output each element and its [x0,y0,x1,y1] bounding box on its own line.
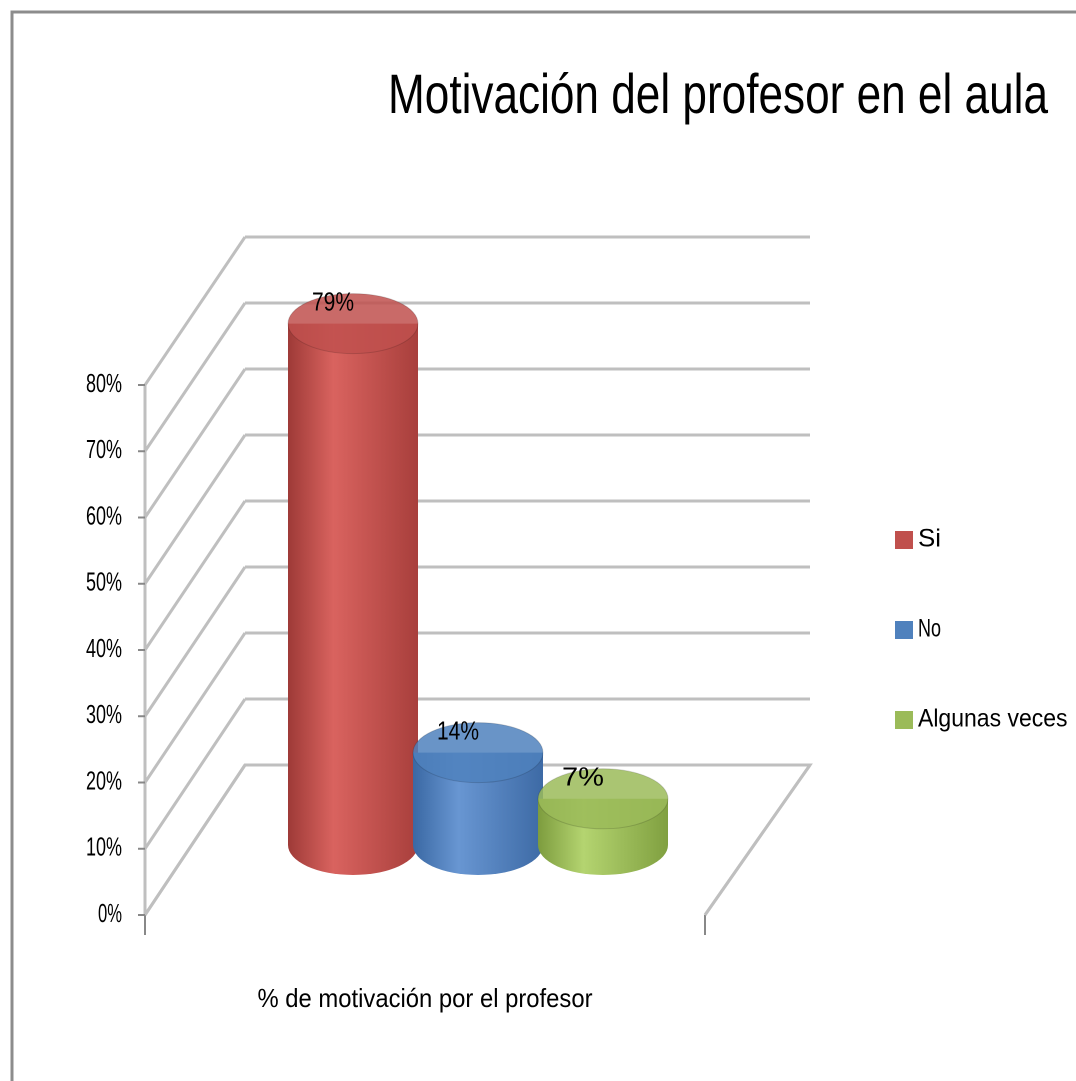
grid-line [143,368,247,519]
cylinder-top [537,768,669,830]
legend-label: Algunas veces [918,705,1068,733]
legend-label: Si [918,525,941,553]
legend-swatch [895,531,913,549]
y-tick-label: 50% [86,567,122,597]
x-category-label: % de motivación por el profesor [258,983,593,1013]
grid-line [143,566,247,718]
cylinder-top [412,722,544,784]
grid-line [143,698,247,850]
grid-line [143,434,247,585]
data-label: 79% [312,286,354,316]
chart-title: Motivación del profesor en el aula [388,62,1049,125]
cylinder-top [287,293,419,355]
y-tick-label: 20% [86,765,122,795]
floor-edge [703,764,812,916]
grid-line [143,764,247,916]
grid-line [143,500,247,651]
y-tick-label: 60% [86,500,122,530]
y-tick-label: 70% [86,434,122,464]
y-tick-label: 40% [86,633,122,663]
grid-line [143,302,247,453]
frame [10,10,1076,1081]
grid-line [143,236,247,386]
data-label: 14% [437,715,479,745]
legend-swatch [895,711,913,729]
cylinder-body [413,752,543,875]
y-tick-label: 30% [86,699,122,729]
legend-label: No [918,615,941,643]
y-tick-label: 0% [98,898,122,928]
y-tick-label: 10% [86,832,122,862]
y-tick-label: 80% [86,368,122,398]
legend-swatch [895,621,913,639]
grid-line [143,632,247,784]
data-label: 7% [562,762,604,792]
cylinder-body [288,323,418,876]
